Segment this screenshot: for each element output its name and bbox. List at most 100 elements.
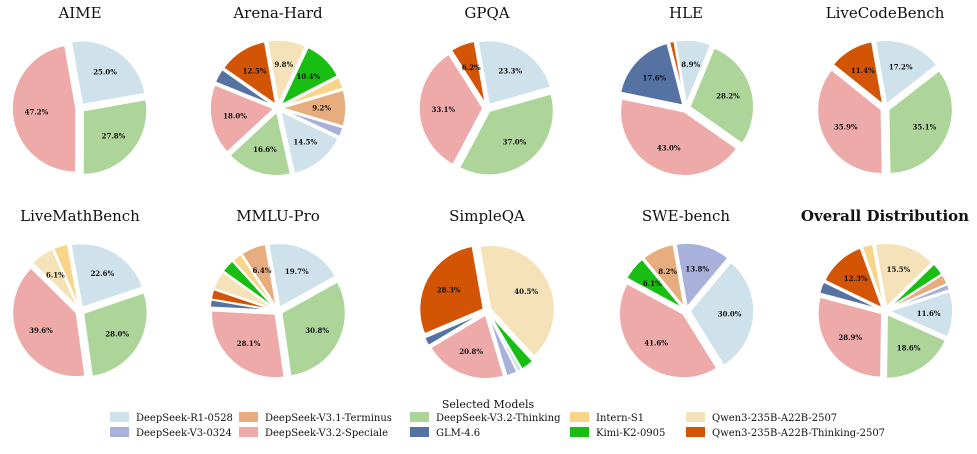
pie-title-mmlu-pro: MMLU-Pro <box>236 207 320 225</box>
slice-label-overall-distribution-4: 11.6% <box>917 309 941 318</box>
legend-swatch-deepseek-r1-0528 <box>110 412 129 422</box>
pie-slice-swe-bench-kimi-k2-0905 <box>625 258 684 310</box>
pie-slice-gpqa-deepseek-v3-2-thinking <box>458 92 555 176</box>
legend-label-deepseek-r1-0528: DeepSeek-R1-0528 <box>136 413 233 424</box>
slice-label-hle-0: 8.9% <box>681 60 700 69</box>
pie-slice-overall-distribution-qwen3-235b-a22b-2507 <box>874 242 933 308</box>
pie-slice-swe-bench-deepseek-v3-2-speciale <box>618 282 718 379</box>
legend-label-qwen3-235b-a22b-thinking-2507: Qwen3-235B-A22B-Thinking-2507 <box>712 428 885 439</box>
slice-label-aime-1: 27.8% <box>102 132 126 141</box>
slice-label-overall-distribution-8: 12.3% <box>844 274 868 283</box>
pie-slice-mmlu-pro-deepseek-v3-2-thinking <box>280 280 347 377</box>
slice-label-aime-2: 47.2% <box>25 107 49 116</box>
pie-title-hle: HLE <box>669 4 703 22</box>
slice-label-arena-hard-0: 9.8% <box>274 60 293 69</box>
pie-slice-simpleqa-qwen3-235b-a22b-thinking-2507 <box>418 245 485 335</box>
legend-item-deepseek-v3-2-speciale: DeepSeek-V3.2-Speciale <box>239 427 388 439</box>
slice-label-aime-0: 25.0% <box>93 68 117 77</box>
pie-slice-mmlu-pro-deepseek-r1-0528 <box>267 242 337 309</box>
legend-item-deepseek-v3-2-thinking: DeepSeek-V3.2-Thinking <box>410 412 561 424</box>
slice-label-swe-bench-3: 6.1% <box>643 279 662 288</box>
pie-slice-mmlu-pro-deepseek-v3-1-terminus <box>240 243 278 309</box>
slice-label-swe-bench-1: 30.0% <box>718 310 742 319</box>
slice-label-livemathbench-2: 39.6% <box>29 326 53 335</box>
pie-livemathbench: LiveMathBench 22.6% 28.0% 39.6% 6.1% <box>11 207 149 378</box>
pie-slice-arena-hard-deepseek-v3-2-speciale <box>209 83 275 153</box>
legend-label-glm-4-6: GLM-4.6 <box>436 428 480 439</box>
legend-swatch-deepseek-v3-0324 <box>110 427 129 437</box>
slice-label-swe-bench-2: 41.6% <box>644 338 668 347</box>
legend-swatch-intern-s1 <box>570 412 589 422</box>
legend-item-qwen3-235b-a22b-2507: Qwen3-235B-A22B-2507 <box>686 412 837 424</box>
legend-item-deepseek-v3-1-terminus: DeepSeek-V3.1-Terminus <box>239 412 392 424</box>
pie-slice-overall-distribution-deepseek-v3-2-speciale <box>817 296 883 379</box>
slice-label-mmlu-pro-1: 30.8% <box>305 326 329 335</box>
pie-arena-hard: Arena-Hard 9.8%10.4% 9.2% 14.5% 16.6% 18.0% 12… <box>209 4 347 177</box>
legend-swatch-qwen3-235b-a22b-thinking-2507 <box>686 427 705 437</box>
pie-slice-arena-hard-qwen3-235b-a22b-2507 <box>266 39 307 105</box>
legend-item-deepseek-r1-0528: DeepSeek-R1-0528 <box>110 412 233 424</box>
pie-slice-overall-distribution-intern-s1 <box>861 243 885 308</box>
pie-title-aime: AIME <box>57 4 101 22</box>
slice-label-arena-hard-3: 9.2% <box>312 104 331 113</box>
pie-gpqa: GPQA 23.3% 37.0% 33.1% 6.2% <box>418 4 555 176</box>
pie-slice-arena-hard-deepseek-v3-0324 <box>280 108 344 138</box>
legend-swatch-deepseek-v3-2-thinking <box>410 412 429 422</box>
pie-slice-overall-distribution-deepseek-v3-0324 <box>887 283 951 311</box>
pie-title-livecodebench: LiveCodeBench <box>826 4 945 22</box>
pie-slice-overall-distribution-qwen3-235b-a22b-thinking-2507 <box>823 247 884 309</box>
pie-slice-mmlu-pro-intern-s1 <box>231 253 277 309</box>
slice-label-gpqa-3: 6.2% <box>462 63 481 72</box>
slice-label-livecodebench-0: 17.2% <box>889 63 913 72</box>
pie-slice-overall-distribution-glm-4-6 <box>818 281 883 311</box>
legend-item-qwen3-235b-a22b-thinking-2507: Qwen3-235B-A22B-Thinking-2507 <box>686 427 885 439</box>
slice-label-simpleqa-6: 28.3% <box>437 286 461 295</box>
pie-slice-mmlu-pro-qwen3-235b-a22b-thinking-2507 <box>210 288 275 311</box>
slice-label-hle-3: 17.6% <box>643 73 667 82</box>
slice-label-arena-hard-6: 16.6% <box>253 145 277 154</box>
legend-title: Selected Models <box>442 398 535 411</box>
pie-slice-mmlu-pro-deepseek-v3-2-speciale <box>210 309 286 379</box>
slice-label-livecodebench-1: 35.1% <box>913 122 937 131</box>
pie-hle: HLE 8.9% 28.2% 43.0% 17.6% <box>619 4 755 177</box>
pie-slice-hle-glm-4-6 <box>619 42 684 107</box>
pie-slice-gpqa-deepseek-v3-2-speciale <box>418 53 484 166</box>
pie-slice-livecodebench-qwen3-235b-a22b-thinking-2507 <box>832 40 884 106</box>
legend: Selected Models DeepSeek-R1-0528 DeepSeek-… <box>110 398 885 439</box>
legend-item-kimi-k2-0905: Kimi-K2-0905 <box>570 427 665 439</box>
pie-title-simpleqa: SimpleQA <box>449 207 525 225</box>
pie-slice-gpqa-deepseek-r1-0528 <box>477 39 552 106</box>
slice-label-swe-bench-4: 8.2% <box>658 267 677 276</box>
slice-label-arena-hard-5: 14.5% <box>293 138 317 147</box>
pie-slice-arena-hard-deepseek-v3-1-terminus <box>281 89 347 128</box>
legend-swatch-deepseek-v3-1-terminus <box>239 412 258 422</box>
pie-slice-mmlu-pro-qwen3-235b-a22b-2507 <box>213 271 276 310</box>
pie-slice-livemathbench-intern-s1 <box>52 243 80 308</box>
legend-label-qwen3-235b-a22b-2507: Qwen3-235B-A22B-2507 <box>712 413 837 424</box>
slice-label-livecodebench-2: 35.9% <box>834 123 858 132</box>
slice-label-hle-1: 28.2% <box>716 91 740 100</box>
pie-slice-arena-hard-qwen3-235b-a22b-thinking-2507 <box>222 40 277 106</box>
pie-title-gpqa: GPQA <box>464 4 509 22</box>
pie-slice-swe-bench-deepseek-r1-0528 <box>689 261 755 367</box>
legend-swatch-kimi-k2-0905 <box>570 427 589 437</box>
pie-slice-hle-deepseek-v3-2-thinking <box>689 46 755 145</box>
slice-label-mmlu-pro-8: 6.4% <box>253 266 272 275</box>
slice-label-arena-hard-7: 18.0% <box>223 111 247 120</box>
pie-title-livemathbench: LiveMathBench <box>20 207 140 225</box>
pie-slice-arena-hard-deepseek-v3-2-thinking <box>229 111 292 177</box>
pie-slice-arena-hard-glm-4-6 <box>214 68 276 107</box>
pie-overall-distribution: Overall Distribution 15.5% 11.6% 18.6% 28.9%… <box>801 207 969 380</box>
legend-swatch-deepseek-v3-2-speciale <box>239 427 258 437</box>
pie-slice-gpqa-qwen3-235b-a22b-thinking-2507 <box>450 40 487 106</box>
pie-slice-aime-deepseek-r1-0528 <box>70 39 147 106</box>
pie-slice-simpleqa-deepseek-v3-0324 <box>487 313 519 377</box>
slice-label-arena-hard-9: 12.5% <box>243 67 267 76</box>
pie-aime: AIME 25.0% 27.8% 47.2% <box>11 4 148 176</box>
slice-label-livemathbench-1: 28.0% <box>105 329 129 338</box>
pie-slice-overall-distribution-deepseek-r1-0528 <box>888 290 954 338</box>
pie-slice-livemathbench-qwen3-235b-a22b-2507 <box>31 248 79 309</box>
pie-slice-livecodebench-deepseek-r1-0528 <box>874 39 938 106</box>
pie-slice-aime-deepseek-v3-2-thinking <box>82 98 148 176</box>
